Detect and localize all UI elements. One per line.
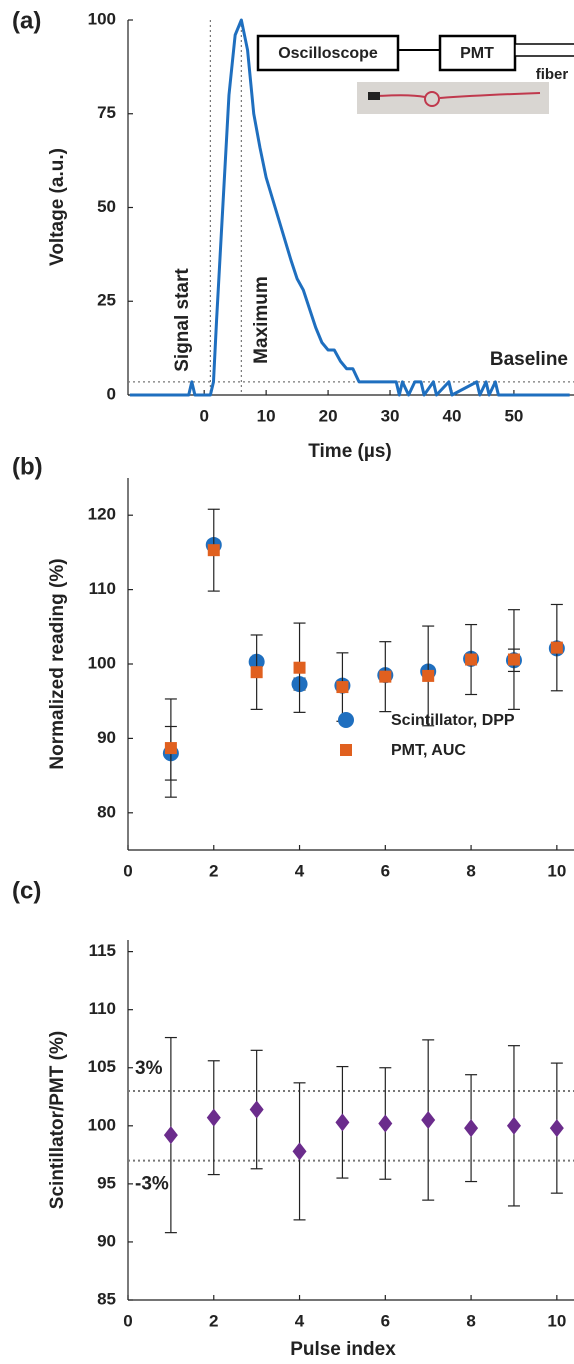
y-tick-label: 120 bbox=[88, 505, 116, 524]
y-tick-label: 100 bbox=[88, 9, 116, 28]
data-point bbox=[422, 669, 435, 682]
data-point bbox=[465, 653, 478, 666]
x-tick-label: 0 bbox=[199, 406, 208, 425]
x-axis-title: Time (µs) bbox=[308, 441, 391, 462]
y-axis-title: Normalized reading (%) bbox=[47, 558, 68, 769]
panel-label: (c) bbox=[12, 877, 41, 904]
x-tick-label: 2 bbox=[209, 1311, 218, 1330]
y-tick-label: 85 bbox=[97, 1289, 116, 1308]
data-point bbox=[421, 1111, 436, 1129]
data-point bbox=[292, 1142, 307, 1161]
x-tick-label: 8 bbox=[466, 861, 475, 880]
x-tick-label: 40 bbox=[443, 406, 462, 425]
x-tick-label: 0 bbox=[123, 861, 132, 880]
y-tick-label: 95 bbox=[97, 1173, 116, 1192]
y-tick-label: 105 bbox=[88, 1057, 116, 1076]
x-tick-label: 6 bbox=[381, 1311, 390, 1330]
data-point bbox=[550, 641, 563, 654]
data-point bbox=[507, 653, 520, 666]
y-tick-label: 110 bbox=[89, 579, 116, 598]
annotation: -3% bbox=[135, 1174, 169, 1195]
data-point bbox=[163, 1126, 178, 1145]
inset-box-label: Oscilloscope bbox=[278, 45, 378, 62]
y-tick-label: 100 bbox=[88, 653, 116, 672]
x-tick-label: 10 bbox=[547, 1311, 566, 1330]
inset-fiber-label: fiber bbox=[536, 66, 569, 83]
x-axis-title: Pulse index bbox=[290, 1339, 396, 1360]
data-point bbox=[336, 681, 349, 694]
x-tick-label: 0 bbox=[123, 1311, 132, 1330]
y-tick-label: 75 bbox=[97, 103, 116, 122]
x-tick-label: 4 bbox=[295, 1311, 305, 1330]
data-point bbox=[293, 661, 306, 674]
y-axis-title: Voltage (a.u.) bbox=[47, 148, 68, 266]
x-tick-label: 10 bbox=[257, 406, 276, 425]
data-point bbox=[378, 1114, 393, 1133]
data-point bbox=[335, 1113, 350, 1132]
y-tick-label: 25 bbox=[97, 291, 116, 310]
x-tick-label: 20 bbox=[319, 406, 338, 425]
y-axis-title: Scintillator/PMT (%) bbox=[47, 1031, 68, 1209]
panel-label: (a) bbox=[12, 7, 41, 34]
data-point bbox=[464, 1119, 479, 1138]
data-point bbox=[506, 1116, 521, 1135]
annotation: Baseline bbox=[490, 349, 568, 370]
x-tick-label: 4 bbox=[295, 861, 305, 880]
x-tick-label: 8 bbox=[466, 1311, 475, 1330]
annotation: 3% bbox=[135, 1058, 163, 1079]
inset-photo-cable bbox=[377, 92, 541, 99]
y-tick-label: 110 bbox=[89, 999, 116, 1018]
annotation: Signal start bbox=[172, 268, 193, 372]
y-tick-label: 115 bbox=[89, 941, 116, 960]
y-tick-label: 80 bbox=[97, 802, 116, 821]
y-tick-label: 0 bbox=[107, 384, 116, 403]
data-point bbox=[164, 742, 177, 755]
y-tick-label: 50 bbox=[97, 197, 116, 216]
annotation: Maximum bbox=[251, 276, 272, 364]
data-line bbox=[129, 18, 570, 397]
legend-label: Scintillator, DPP bbox=[391, 712, 515, 729]
x-tick-label: 30 bbox=[381, 406, 400, 425]
legend-marker bbox=[338, 712, 354, 728]
x-tick-label: 2 bbox=[209, 861, 218, 880]
x-tick-label: 10 bbox=[547, 861, 566, 880]
data-point bbox=[549, 1119, 564, 1138]
y-tick-label: 100 bbox=[88, 1115, 116, 1134]
data-point bbox=[206, 1108, 221, 1127]
legend-label: PMT, AUC bbox=[391, 742, 466, 759]
inset-photo-loop bbox=[424, 91, 440, 107]
data-point bbox=[250, 666, 263, 679]
y-tick-label: 90 bbox=[97, 1231, 116, 1250]
inset-box-label: PMT bbox=[460, 45, 494, 62]
inset-fiber bbox=[514, 43, 574, 57]
inset-photo-connector bbox=[368, 92, 380, 100]
inset-box bbox=[256, 34, 400, 72]
data-point bbox=[249, 1100, 264, 1119]
x-tick-label: 50 bbox=[504, 406, 523, 425]
legend-marker bbox=[340, 744, 352, 756]
data-point bbox=[379, 670, 392, 683]
data-point bbox=[207, 544, 220, 557]
y-tick-label: 90 bbox=[97, 728, 116, 747]
x-tick-label: 6 bbox=[381, 861, 390, 880]
panel-label: (b) bbox=[12, 453, 43, 480]
inset-box bbox=[438, 34, 517, 72]
